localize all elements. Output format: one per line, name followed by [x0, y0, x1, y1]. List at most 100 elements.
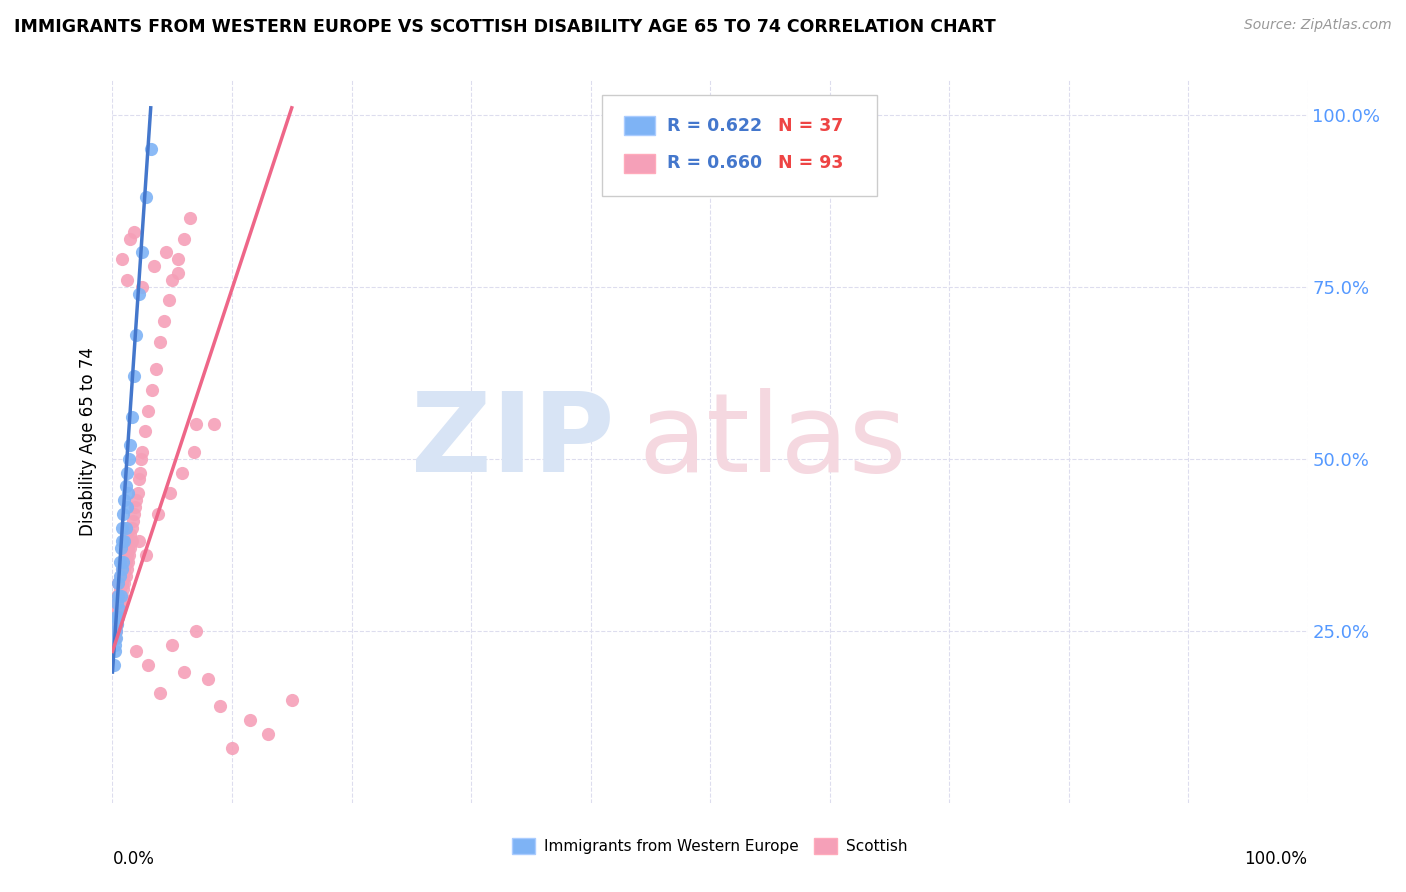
Text: R = 0.622: R = 0.622 [666, 117, 762, 135]
Point [131, 279, 153, 293]
Point [114, 568, 136, 582]
FancyBboxPatch shape [603, 95, 877, 196]
Point [124, 500, 146, 514]
Point [110, 541, 132, 556]
Point [125, 644, 148, 658]
Point [105, 616, 128, 631]
Point [114, 555, 136, 569]
Point [112, 555, 135, 569]
Point [125, 327, 148, 342]
Point [127, 486, 149, 500]
Point [105, 616, 128, 631]
Point [121, 410, 143, 425]
Point [131, 245, 153, 260]
Point [117, 486, 139, 500]
Point [107, 575, 129, 590]
Point [110, 590, 132, 604]
Point [173, 665, 195, 679]
Point [162, 273, 183, 287]
Point [186, 624, 208, 638]
Point [115, 500, 138, 514]
Point [112, 582, 135, 597]
Point [108, 568, 131, 582]
Point [115, 548, 138, 562]
Point [122, 507, 145, 521]
Point [114, 493, 135, 508]
Point [139, 142, 162, 156]
Y-axis label: Disability Age 65 to 74: Disability Age 65 to 74 [79, 347, 97, 536]
Point [105, 603, 128, 617]
Point [107, 603, 129, 617]
Text: N = 37: N = 37 [778, 117, 844, 135]
Point [111, 562, 134, 576]
Point [111, 590, 134, 604]
Text: N = 93: N = 93 [778, 154, 844, 172]
Point [111, 252, 134, 267]
Point [120, 231, 142, 245]
Point [138, 403, 160, 417]
Point [104, 644, 127, 658]
Point [111, 534, 134, 549]
FancyBboxPatch shape [624, 154, 655, 173]
Point [105, 624, 128, 638]
Point [107, 590, 129, 604]
Point [105, 631, 128, 645]
Point [104, 624, 127, 638]
Point [209, 699, 232, 714]
Point [108, 603, 131, 617]
Point [105, 610, 128, 624]
Point [117, 541, 139, 556]
Point [111, 520, 134, 534]
Point [167, 252, 190, 267]
Point [153, 314, 176, 328]
Point [197, 672, 219, 686]
Point [121, 520, 143, 534]
Point [107, 590, 129, 604]
Point [135, 548, 157, 562]
Point [105, 610, 128, 624]
Point [135, 190, 157, 204]
Point [118, 451, 141, 466]
Text: R = 0.660: R = 0.660 [666, 154, 762, 172]
Point [105, 596, 128, 610]
Point [167, 266, 190, 280]
Point [128, 286, 150, 301]
Point [110, 590, 132, 604]
Point [120, 541, 142, 556]
Point [118, 534, 141, 549]
Point [155, 245, 177, 260]
Point [131, 445, 153, 459]
Text: atlas: atlas [638, 388, 907, 495]
Point [114, 562, 135, 576]
Point [103, 616, 125, 631]
Point [107, 610, 129, 624]
Point [117, 555, 139, 569]
Point [122, 369, 145, 384]
Point [134, 424, 156, 438]
Text: 100.0%: 100.0% [1244, 850, 1308, 868]
Point [114, 479, 136, 493]
Point [112, 555, 135, 569]
Point [128, 534, 150, 549]
Point [162, 638, 183, 652]
Point [108, 596, 131, 610]
Point [121, 514, 143, 528]
Point [103, 624, 125, 638]
Point [145, 362, 167, 376]
Point [105, 596, 128, 610]
Point [104, 616, 127, 631]
Point [173, 231, 195, 245]
Point [103, 631, 125, 645]
Point [143, 259, 166, 273]
Point [115, 466, 138, 480]
Point [122, 225, 145, 239]
Point [110, 568, 132, 582]
Point [105, 610, 128, 624]
Point [129, 466, 152, 480]
Point [112, 568, 135, 582]
Point [120, 438, 142, 452]
Point [111, 562, 134, 576]
Point [125, 493, 148, 508]
Point [108, 582, 131, 597]
Point [149, 334, 172, 349]
